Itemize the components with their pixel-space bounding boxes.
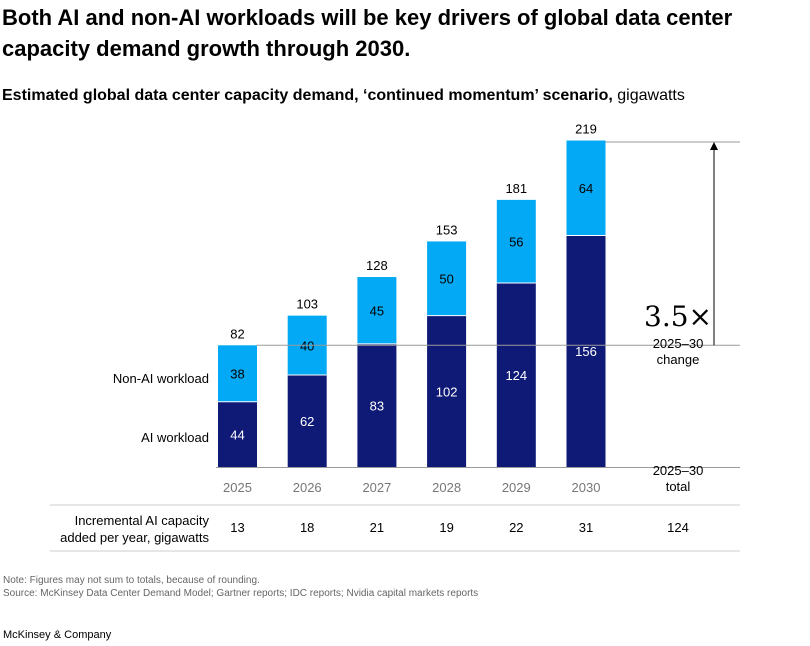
change-label-line2: change <box>657 352 700 367</box>
data-label-non-ai: 64 <box>579 181 593 196</box>
data-label-ai: 44 <box>230 427 244 442</box>
chart-layer: 4438822025136240103202618834512820272110… <box>50 122 740 552</box>
data-label-ai: 156 <box>575 344 597 359</box>
data-label-non-ai: 56 <box>509 234 523 249</box>
total-column-header-line1: 2025–30 <box>653 463 704 478</box>
data-label-ai: 83 <box>370 398 384 413</box>
incremental-value: 21 <box>370 520 384 535</box>
bar-ai-workload <box>427 315 467 467</box>
bar-ai-workload <box>566 235 606 467</box>
bar-non-ai-workload <box>496 199 536 283</box>
brand-logo-text: McKinsey & Company <box>3 629 112 641</box>
data-label-non-ai: 50 <box>439 272 453 287</box>
incremental-value: 22 <box>509 520 523 535</box>
bar-non-ai-workload <box>566 140 606 236</box>
data-label-total: 153 <box>436 222 458 237</box>
data-label-ai: 102 <box>436 384 458 399</box>
x-tick-label: 2029 <box>502 480 531 495</box>
incremental-value: 13 <box>230 520 244 535</box>
change-label-line1: 2025–30 <box>653 336 704 351</box>
subtitle-main: Estimated global data center capacity de… <box>2 87 613 104</box>
headline: Both AI and non-AI workloads will be key… <box>2 5 733 61</box>
incremental-label-line2: added per year, gigawatts <box>60 530 209 545</box>
data-label-total: 219 <box>575 122 597 137</box>
stacked-bar-chart: 4438822025136240103202618834512820272110… <box>50 122 740 552</box>
x-tick-label: 2027 <box>362 480 391 495</box>
data-label-total: 82 <box>230 326 244 341</box>
incremental-label-line1: Incremental AI capacity <box>75 513 210 528</box>
change-multiplier: 3.5× <box>644 300 712 333</box>
x-tick-label: 2028 <box>432 480 461 495</box>
bar-ai-workload <box>496 282 536 467</box>
data-label-total: 181 <box>505 181 527 196</box>
bar-non-ai-workload <box>427 241 467 316</box>
bar-non-ai-workload <box>357 277 397 344</box>
chart-subtitle: Estimated global data center capacity de… <box>2 86 685 106</box>
bar-ai-workload <box>218 401 257 467</box>
total-column-header-line2: total <box>666 479 691 494</box>
change-arrow-head <box>710 142 718 150</box>
incremental-value: 19 <box>439 520 453 535</box>
data-label-non-ai: 45 <box>370 303 384 318</box>
legend-label-non-ai-workload: Non-AI workload <box>113 371 209 386</box>
x-tick-label: 2030 <box>572 480 601 495</box>
bar-ai-workload <box>287 374 327 467</box>
data-label-total: 128 <box>366 258 388 273</box>
x-tick-label: 2026 <box>293 480 322 495</box>
incremental-value: 18 <box>300 520 314 535</box>
bar-non-ai-workload <box>218 345 257 402</box>
incremental-value: 31 <box>579 520 593 535</box>
data-label-ai: 124 <box>505 368 527 383</box>
footnote-source: Source: McKinsey Data Center Demand Mode… <box>3 588 479 599</box>
x-tick-label: 2025 <box>223 480 252 495</box>
data-label-total: 103 <box>296 297 318 312</box>
bar-ai-workload <box>357 343 397 467</box>
data-label-non-ai: 38 <box>230 367 244 382</box>
data-label-ai: 62 <box>300 414 314 429</box>
incremental-total-value: 124 <box>667 520 689 535</box>
footnote-note: Note: Figures may not sum to totals, bec… <box>3 575 260 586</box>
subtitle-unit: gigawatts <box>612 87 685 104</box>
footnote: Note: Figures may not sum to totals, bec… <box>3 574 478 600</box>
legend-label-ai-workload: AI workload <box>141 430 209 445</box>
